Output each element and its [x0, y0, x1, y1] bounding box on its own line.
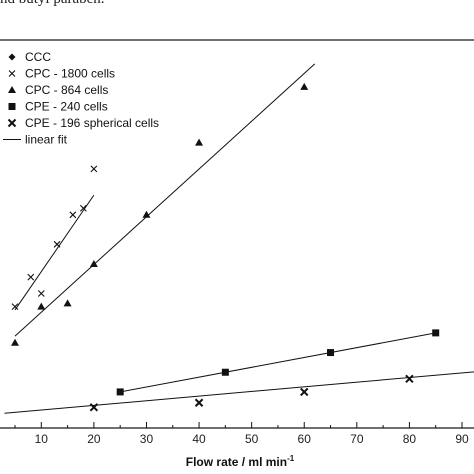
legend-marker — [7, 118, 17, 128]
x-tick-label: 20 — [87, 432, 101, 446]
triangle-marker — [63, 299, 72, 307]
x-marker — [27, 273, 35, 281]
bold-x-marker — [194, 398, 204, 407]
caption-fragment: nd butyl paraben. — [0, 0, 105, 8]
x-tick-label: 40 — [192, 432, 206, 446]
data-point — [90, 165, 98, 173]
data-point — [432, 329, 440, 337]
x-axis-ticks: 10 20 30 40 50 60 70 80 90 — [14, 422, 469, 446]
data-point — [27, 273, 35, 281]
x-marker — [69, 211, 77, 219]
fit-line-series-1 — [14, 194, 95, 311]
triangle-marker — [89, 260, 98, 267]
plot-frame — [0, 39, 474, 429]
data-point — [37, 290, 45, 297]
legend-label: CPC - 1800 cells — [25, 67, 115, 81]
fit-line-series-3 — [120, 332, 436, 393]
bold-x-marker — [89, 403, 99, 412]
x-axis-title: Flow rate / ml min-1 — [186, 454, 295, 469]
data-point — [195, 138, 204, 146]
square-marker — [8, 103, 16, 110]
legend-label: CPE - 240 cells — [25, 100, 108, 114]
square-marker — [327, 349, 335, 357]
legend-marker — [8, 53, 16, 61]
legend: CCC CPC - 1800 cells CPC - 864 cells CPE - … — [3, 50, 159, 147]
legend-label: CPC - 864 cells — [25, 83, 108, 97]
x-tick-label: 50 — [245, 432, 259, 446]
x-tick-label: 80 — [403, 432, 417, 446]
triangle-marker — [300, 82, 309, 90]
x-marker — [53, 240, 61, 248]
legend-label: CCC — [25, 50, 51, 64]
triangle-marker — [11, 338, 19, 346]
data-point — [194, 398, 204, 407]
x-marker — [8, 70, 16, 77]
data-point — [89, 403, 99, 412]
square-marker — [432, 329, 440, 337]
triangle-marker — [8, 86, 16, 93]
data-point — [405, 374, 414, 384]
data-point — [11, 338, 19, 346]
legend-label: CPE - 196 spherical cells — [25, 116, 159, 130]
data-point — [300, 82, 309, 90]
data-point — [221, 368, 229, 376]
bold-x-marker — [7, 118, 17, 128]
triangle-marker — [195, 138, 204, 146]
legend-marker — [8, 70, 16, 77]
triangle-marker — [142, 210, 151, 218]
data-point — [63, 299, 72, 307]
data-point — [142, 210, 151, 218]
data-point — [327, 349, 335, 357]
data-points — [11, 82, 440, 412]
data-point — [116, 388, 124, 396]
bold-x-marker — [405, 374, 414, 384]
data-point — [89, 260, 98, 267]
x-tick-label: 30 — [140, 432, 154, 446]
x-marker — [90, 165, 98, 173]
bold-x-marker — [300, 387, 309, 397]
square-marker — [221, 368, 229, 376]
square-marker — [116, 388, 124, 396]
data-point — [11, 303, 19, 311]
x-tick-label: 60 — [298, 432, 312, 446]
x-tick-label: 10 — [35, 432, 49, 446]
fit-line-series-2 — [14, 63, 316, 337]
x-axis-title-superscript: -1 — [287, 454, 295, 463]
x-marker — [11, 303, 19, 311]
data-point — [79, 204, 87, 212]
legend-marker — [8, 86, 16, 93]
legend-marker — [8, 103, 16, 110]
x-axis-title-text: Flow rate / ml min — [186, 455, 287, 469]
x-marker — [79, 204, 87, 212]
data-point — [53, 240, 61, 248]
legend-label: linear fit — [25, 133, 68, 147]
data-point — [69, 211, 77, 219]
data-point — [37, 302, 46, 310]
triangle-marker — [37, 302, 46, 310]
fit-line-series-4 — [4, 371, 474, 414]
plot-border — [0, 39, 474, 429]
x-tick-label: 70 — [350, 432, 364, 446]
x-tick-label: 90 — [455, 432, 469, 446]
diamond-marker — [8, 53, 16, 61]
x-marker — [37, 290, 45, 297]
data-point — [300, 387, 309, 397]
